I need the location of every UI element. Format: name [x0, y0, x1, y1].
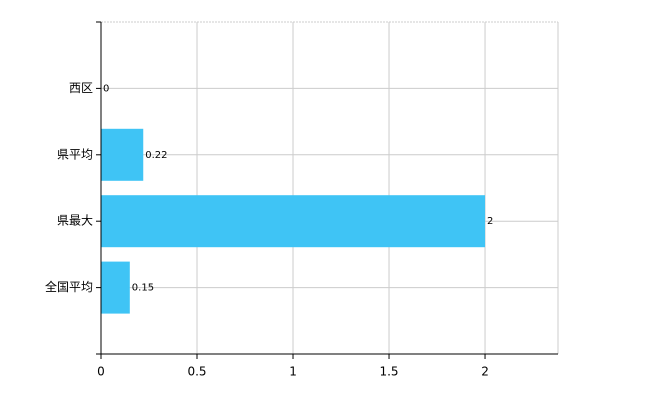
x-tick-label: 1: [289, 365, 297, 379]
bar: [101, 195, 486, 248]
y-tick-label: 県最大: [57, 214, 93, 228]
bar: [101, 128, 144, 181]
value-label: 0.22: [145, 150, 167, 161]
y-tick-label: 県平均: [57, 147, 93, 161]
x-tick-label: 1.5: [379, 365, 398, 379]
bar: [101, 261, 130, 314]
value-label: 0.15: [132, 283, 154, 294]
y-tick-label: 西区: [69, 81, 93, 95]
x-tick-label: 0: [97, 365, 105, 379]
x-tick-label: 2: [481, 365, 489, 379]
x-tick-label: 0.5: [187, 365, 206, 379]
value-label: 2: [487, 216, 493, 227]
y-tick-label: 全国平均: [45, 279, 93, 294]
value-label: 0: [103, 83, 109, 94]
